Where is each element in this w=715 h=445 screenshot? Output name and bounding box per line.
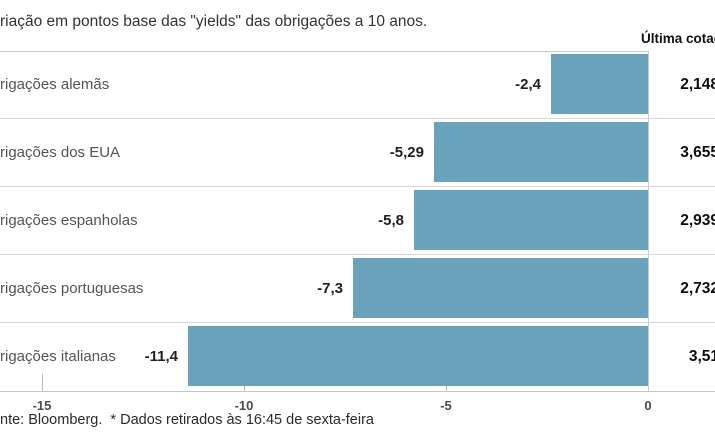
x-axis-tick-label: -15 <box>32 398 52 413</box>
chart-title: riação em pontos base das "yields" das o… <box>0 13 428 30</box>
row-divider <box>0 322 715 323</box>
bar-value-label: -11,4 <box>144 348 178 365</box>
bar-value-label: -5,29 <box>389 144 424 161</box>
x-axis-tick <box>42 374 43 391</box>
bar-row: rigações dos EUA -5,29 3,655 <box>0 119 715 187</box>
bar-italian-bonds <box>188 326 648 386</box>
last-quote-value: 2,732 <box>680 280 715 297</box>
last-quote-value: 2,939 <box>680 212 715 229</box>
last-quote-value: 3,51 <box>688 348 715 365</box>
header-divider <box>0 51 648 52</box>
bar-row: rigações portuguesas -7,3 2,732 <box>0 255 715 323</box>
category-label: rigações espanholas <box>0 212 138 229</box>
last-quote-column-header: Última cotaç <box>641 31 715 46</box>
last-quote-value: 3,655 <box>680 144 715 161</box>
bar-spanish-bonds <box>414 190 648 250</box>
x-axis-tick-label: -10 <box>234 398 254 413</box>
source-note: nte: Bloomberg. * Dados retirados às 16:… <box>0 412 374 428</box>
bar-row: rigações espanholas -5,8 2,939 <box>0 187 715 255</box>
last-quote-value: 2,148 <box>680 76 715 93</box>
bar-value-label: -5,8 <box>378 212 404 229</box>
category-label: rigações portuguesas <box>0 280 144 297</box>
bar-portuguese-bonds <box>353 258 648 318</box>
category-label: rigações italianas <box>0 348 116 365</box>
x-axis-tick-label: -5 <box>440 398 452 413</box>
bar-row: rigações italianas -11,4 3,51 <box>0 323 715 391</box>
zero-axis-line <box>648 51 649 391</box>
category-label: rigações alemãs <box>0 76 110 93</box>
row-divider <box>0 186 715 187</box>
bar-row: rigações alemãs -2,4 2,148 <box>0 51 715 119</box>
bar-value-label: -7,3 <box>317 280 343 297</box>
bar-us-bonds <box>434 122 648 182</box>
category-label: rigações dos EUA <box>0 144 121 161</box>
x-axis-tick-label: 0 <box>644 398 652 413</box>
bar-german-bonds <box>551 54 648 114</box>
x-axis-line <box>0 391 715 392</box>
row-divider <box>0 118 715 119</box>
bar-value-label: -2,4 <box>515 76 541 93</box>
row-divider <box>0 254 715 255</box>
